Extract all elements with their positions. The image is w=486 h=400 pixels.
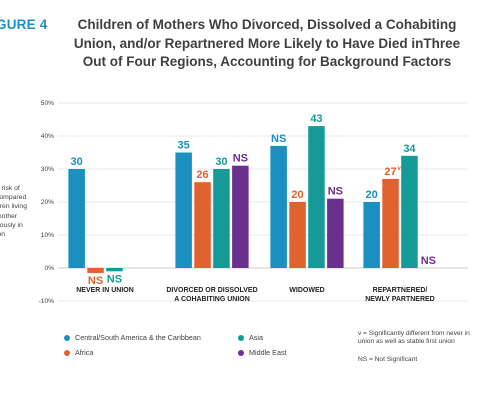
bar <box>382 178 399 268</box>
bar <box>106 268 123 272</box>
y-tick-label: 0% <box>44 265 54 272</box>
legend-swatch <box>238 349 244 356</box>
legend-item-central-south-america: Central/South America & the Caribbean <box>64 333 201 342</box>
data-label: 26 <box>196 169 208 181</box>
data-label: 43 <box>310 113 322 125</box>
bar <box>308 126 325 268</box>
category-label: NEVER IN UNION <box>76 287 134 294</box>
y-axis-label-line: e risk of <box>0 185 20 192</box>
data-label: NS <box>328 186 343 198</box>
chart-title-line-2: Union, and/or Repartnered More Likely to… <box>73 35 461 51</box>
y-tick-label: 10% <box>41 232 54 239</box>
y-axis-label-line: uously in <box>0 221 23 229</box>
data-label: NS <box>233 153 248 165</box>
y-tick-label: 20% <box>41 199 54 206</box>
chart-title-line-1: Children of Mothers Who Divorced, Dissol… <box>77 17 457 32</box>
legend-label: Central/South America & the Caribbean <box>75 333 201 342</box>
bar <box>363 202 380 268</box>
category-label: DIVORCED OR DISSOLVED <box>166 287 257 294</box>
bar <box>68 169 85 268</box>
data-label: 34 <box>403 143 416 155</box>
legend-label: Middle East <box>249 348 287 357</box>
figure-label: GURE 4 <box>0 17 48 32</box>
legend-item-middle-east: Middle East <box>238 348 287 357</box>
data-label: 20 <box>291 189 303 201</box>
data-label: NS <box>271 133 286 145</box>
bar <box>289 202 306 268</box>
data-label: 30 <box>71 156 83 168</box>
data-label: 35 <box>178 140 190 152</box>
ns-note: NS = Not Significant <box>358 356 418 363</box>
category-label: A COHABITING UNION <box>174 296 250 303</box>
data-label: 27 <box>384 166 396 178</box>
chart-title-line-3: Out of Four Regions, Accounting for Back… <box>82 54 452 69</box>
bar <box>270 145 287 268</box>
bar <box>194 182 211 268</box>
category-label: WIDOWED <box>289 287 324 294</box>
bar <box>87 268 104 273</box>
y-tick-label: 50% <box>41 100 54 107</box>
bar <box>175 152 192 268</box>
bar <box>213 169 230 268</box>
y-axis-label-line: mother <box>0 212 18 220</box>
category-label: REPARTNERED/ <box>373 287 428 294</box>
data-label: NS <box>421 255 436 267</box>
data-label: 20 <box>366 189 378 201</box>
y-axis-label-line: compared <box>0 194 27 202</box>
bar <box>232 165 249 268</box>
significance-note: v = Significantly different from never i… <box>358 330 470 346</box>
superscript-label: v <box>398 166 402 172</box>
bar <box>327 198 344 268</box>
legend-swatch <box>64 334 70 341</box>
data-label: NS <box>88 275 103 287</box>
legend-swatch <box>64 349 70 356</box>
legend-label: Africa <box>75 348 94 357</box>
y-tick-label: -10% <box>39 298 55 305</box>
y-axis-label: e risk of compared dren living mother uo… <box>0 184 52 239</box>
y-axis-label-line: ion <box>0 231 6 239</box>
legend-label: Asia <box>249 333 263 342</box>
y-tick-label: 30% <box>41 166 54 173</box>
legend-swatch <box>238 334 244 341</box>
bar <box>401 155 418 268</box>
data-label: 30 <box>215 156 227 168</box>
y-axis-label-line: dren living <box>0 203 27 211</box>
y-tick-label: 40% <box>41 133 54 140</box>
chart-title: Children of Mothers Who Divorced, Dissol… <box>52 16 482 72</box>
legend-item-asia: Asia <box>238 333 263 342</box>
data-label: NS <box>107 273 122 285</box>
category-label: NEWLY PARTNERED <box>365 296 435 303</box>
legend-item-africa: Africa <box>64 348 93 357</box>
